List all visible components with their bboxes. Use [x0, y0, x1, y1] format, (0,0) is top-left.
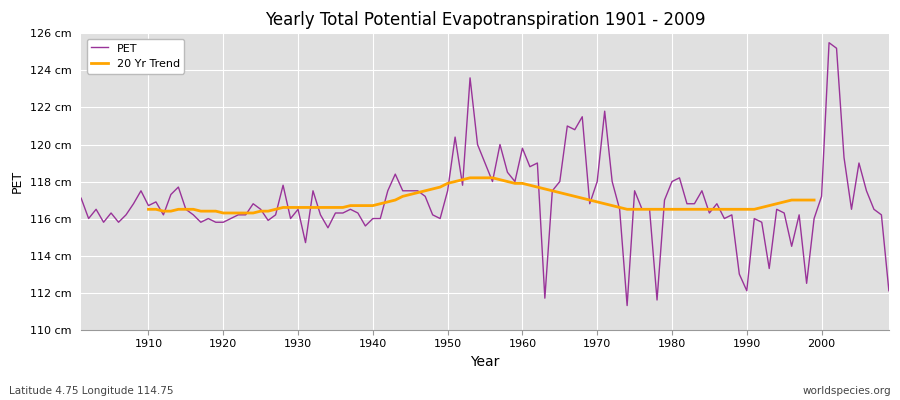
20 Yr Trend	[622, 207, 633, 212]
PET	[824, 40, 834, 45]
20 Yr Trend	[464, 176, 475, 180]
PET	[76, 196, 86, 200]
PET	[517, 146, 527, 151]
20 Yr Trend	[143, 207, 154, 212]
20 Yr Trend	[240, 210, 251, 215]
20 Yr Trend	[726, 207, 737, 212]
20 Yr Trend	[809, 198, 820, 202]
PET	[345, 207, 356, 212]
Y-axis label: PET: PET	[11, 170, 24, 193]
Line: 20 Yr Trend: 20 Yr Trend	[148, 178, 814, 213]
PET	[509, 179, 520, 184]
20 Yr Trend	[794, 198, 805, 202]
20 Yr Trend	[218, 210, 229, 215]
PET	[136, 188, 147, 193]
Legend: PET, 20 Yr Trend: PET, 20 Yr Trend	[86, 39, 184, 74]
Text: worldspecies.org: worldspecies.org	[803, 386, 891, 396]
PET	[622, 303, 633, 308]
PET	[607, 179, 617, 184]
Title: Yearly Total Potential Evapotranspiration 1901 - 2009: Yearly Total Potential Evapotranspiratio…	[265, 11, 706, 29]
20 Yr Trend	[353, 203, 364, 208]
20 Yr Trend	[712, 207, 723, 212]
X-axis label: Year: Year	[471, 355, 500, 369]
PET	[300, 240, 310, 245]
Text: Latitude 4.75 Longitude 114.75: Latitude 4.75 Longitude 114.75	[9, 386, 174, 396]
PET	[884, 288, 895, 293]
Line: PET: PET	[81, 43, 889, 306]
